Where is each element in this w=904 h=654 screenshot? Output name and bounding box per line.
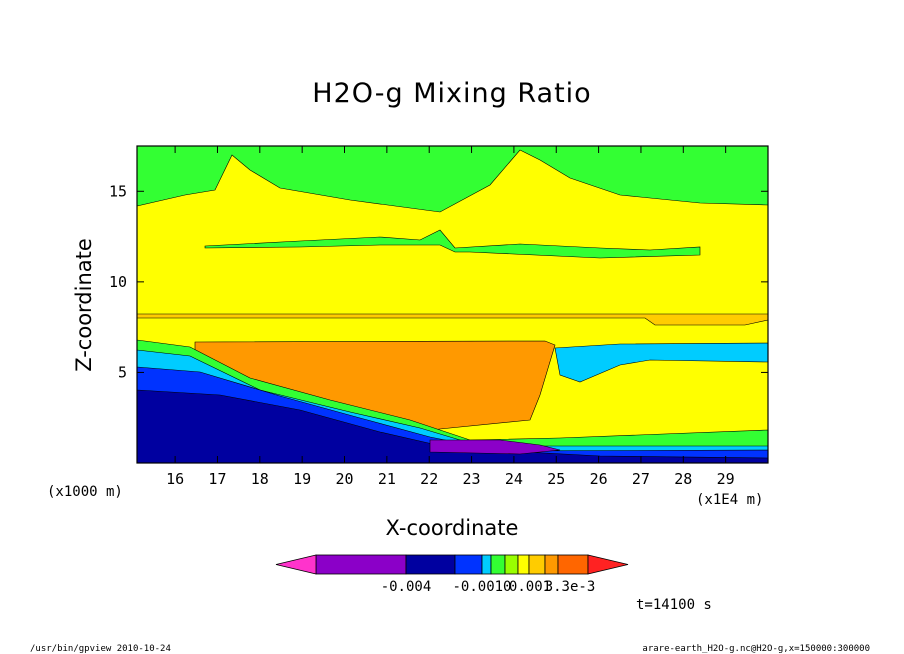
y-tick-label: 15 [109, 182, 127, 200]
colorbar-segment [490, 554, 506, 575]
plot-area [136, 145, 769, 464]
x-tick-label: 23 [463, 470, 481, 488]
band-mid-green [204, 229, 701, 259]
colorbar-segment [528, 554, 546, 575]
contour-fill [136, 145, 769, 464]
colorbar-label: 3.3e-3 [545, 579, 596, 595]
y-tick-label: 10 [109, 273, 127, 291]
footer-left: /usr/bin/gpview 2010-10-24 [30, 644, 171, 654]
colorbar-segment [504, 554, 519, 575]
colorbar-segment [544, 554, 559, 575]
colorbar-label: 0.001 [509, 579, 551, 595]
chart-title: H2O-g Mixing Ratio [312, 78, 591, 109]
x-tick-label: 29 [717, 470, 735, 488]
colorbar-label: -0.0010 [452, 579, 511, 595]
colorbar-segment [315, 554, 407, 575]
x-tick-label: 18 [251, 470, 269, 488]
x-tick-label: 26 [590, 470, 608, 488]
colorbar-segment [481, 554, 492, 575]
plot-frame [136, 145, 769, 464]
colorbar-min-arrow [275, 554, 317, 575]
band-cyan-right [554, 342, 769, 383]
x-tick-label: 24 [505, 470, 523, 488]
x-tick-label: 25 [547, 470, 565, 488]
y-axis-ticks: 5 10 15 [109, 182, 768, 381]
colorbar-max-arrow [587, 554, 629, 575]
x-tick-label: 19 [293, 470, 311, 488]
x-unit-label: (x1E4 m) [696, 492, 763, 508]
band-upper-green [136, 145, 769, 213]
band-purple [429, 439, 561, 455]
x-axis-ticks: 16 17 18 19 20 21 22 23 24 25 26 27 28 29 [166, 146, 735, 488]
x-tick-label: 20 [335, 470, 353, 488]
y-tick-label: 5 [118, 363, 127, 381]
y-unit-label: (x1000 m) [47, 484, 123, 500]
x-tick-label: 16 [166, 470, 184, 488]
colorbar-label: -0.004 [381, 579, 432, 595]
colorbar-segment [405, 554, 456, 575]
y-axis-label: Z-coordinate [72, 238, 96, 372]
x-tick-label: 21 [378, 470, 396, 488]
colorbar-segment [557, 554, 589, 575]
x-tick-label: 22 [420, 470, 438, 488]
colorbar-segment [517, 554, 530, 575]
colorbar-segment [454, 554, 483, 575]
time-label: t=14100 s [636, 597, 712, 613]
x-tick-label: 28 [674, 470, 692, 488]
footer-right: arare-earth_H2O-g.nc@H2O-g,x=150000:3000… [642, 644, 870, 654]
colorbar [275, 554, 629, 575]
x-tick-label: 27 [632, 470, 650, 488]
x-axis-label: X-coordinate [386, 516, 519, 540]
x-tick-label: 17 [208, 470, 226, 488]
